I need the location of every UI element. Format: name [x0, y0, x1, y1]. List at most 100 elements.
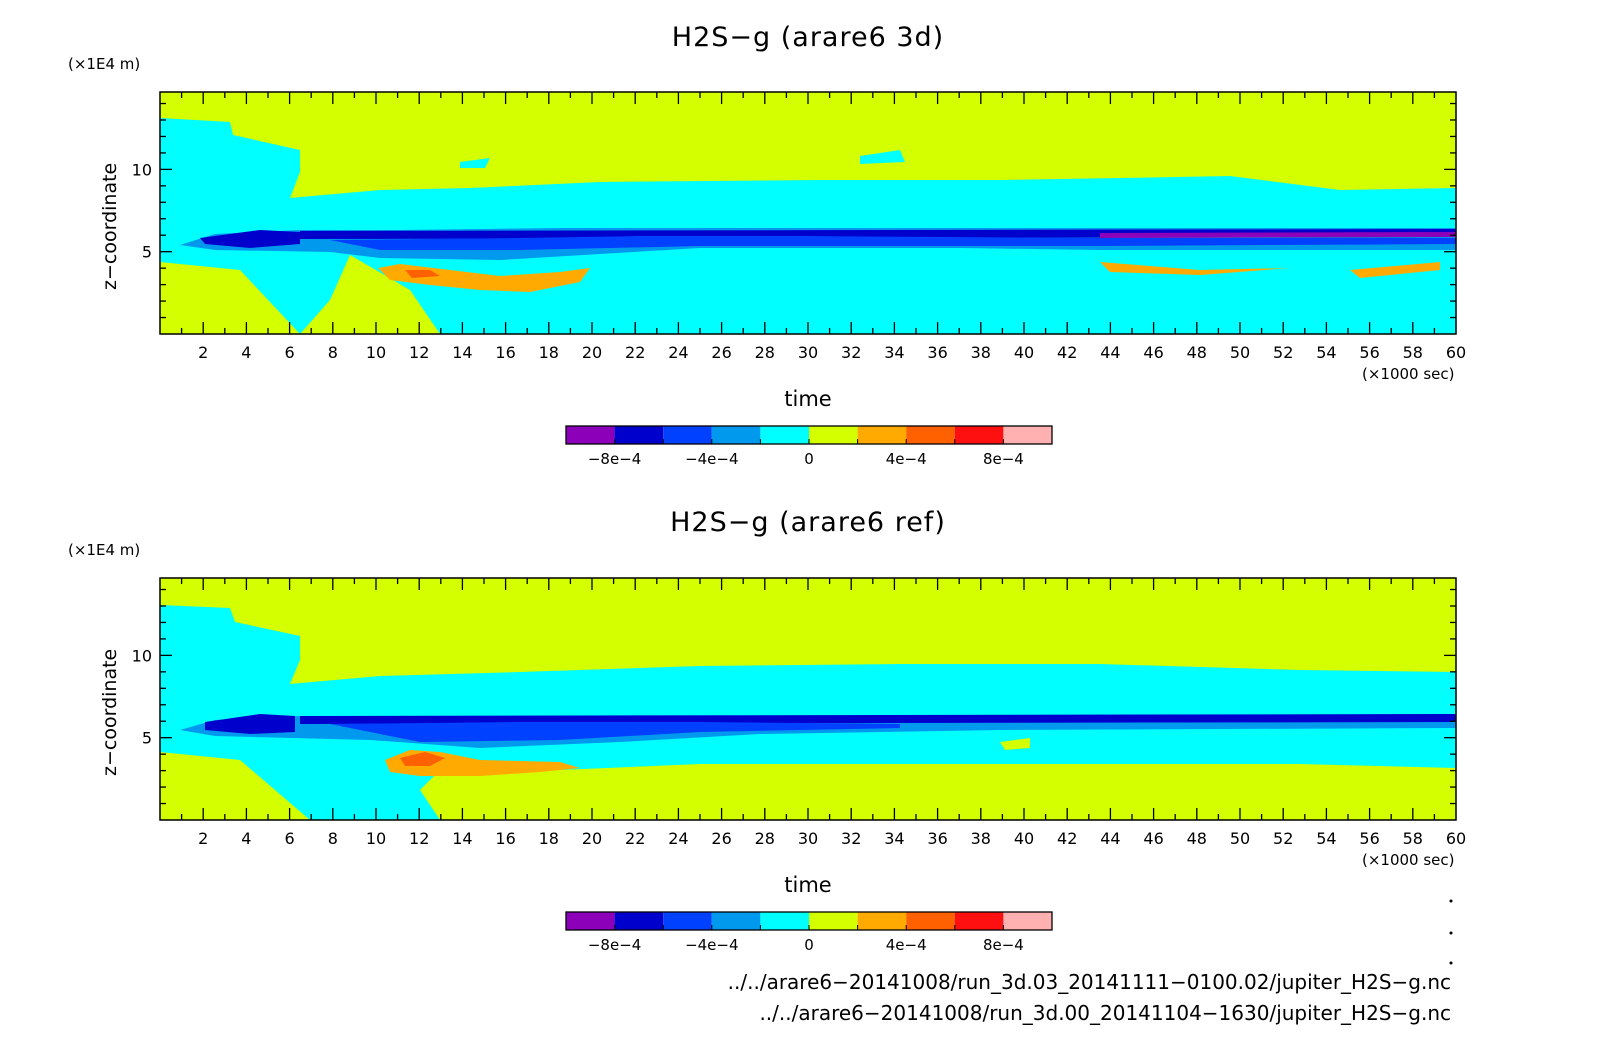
colorbar-swatch [760, 912, 809, 930]
panel-2-y-label: z−coordinate [99, 648, 121, 776]
x-tick-label: 46 [1143, 343, 1163, 362]
x-tick-label: 22 [625, 829, 645, 848]
panel-1-y-unit: (×1E4 m) [68, 55, 141, 73]
x-tick-label: 56 [1359, 829, 1379, 848]
y-tick-label: 10 [132, 160, 152, 179]
colorbar-tick-label: 0 [804, 450, 814, 468]
x-tick-label: 32 [841, 829, 861, 848]
colorbar-tick-label: 4e−4 [886, 936, 927, 954]
x-tick-label: 34 [884, 343, 904, 362]
panel-2-y-ticks: 5 10 [132, 588, 1456, 805]
x-tick-label: 4 [241, 829, 251, 848]
x-tick-label: 36 [927, 829, 947, 848]
colorbar-tick-label: −8e−4 [588, 936, 641, 954]
panel-1-y-label: z−coordinate [99, 162, 121, 290]
colorbar-swatch [614, 426, 664, 444]
panel-2-field [160, 578, 1456, 820]
colorbar-swatch [857, 912, 907, 930]
colorbar-swatch [954, 426, 1004, 444]
x-tick-label: 36 [927, 343, 947, 362]
colorbar-swatch [760, 426, 809, 444]
x-tick-label: 28 [755, 829, 775, 848]
x-tick-label: 2 [198, 829, 208, 848]
y-tick-label: 5 [142, 729, 152, 748]
x-tick-label: 58 [1403, 343, 1423, 362]
x-tick-label: 28 [755, 343, 775, 362]
colorbar-swatch [663, 912, 712, 930]
panel-2-x-label: time [784, 873, 832, 897]
x-tick-label: 26 [711, 829, 731, 848]
x-tick-label: 8 [328, 343, 338, 362]
colorbar-swatch [954, 912, 1004, 930]
x-tick-label: 16 [495, 829, 515, 848]
x-tick-label: 10 [366, 343, 386, 362]
x-tick-label: 10 [366, 829, 386, 848]
x-tick-label: 6 [285, 829, 295, 848]
panel-2-x-unit: (×1000 sec) [1362, 851, 1455, 869]
colorbar-tick-label: −4e−4 [685, 450, 738, 468]
panel-2-x-ticks: 2 4 6 8 10 12 14 16 18 20 22 24 26 28 30 32 34 36 38 40 42 44… [180, 578, 1466, 848]
colorbar-swatch [906, 912, 955, 930]
x-tick-label: 40 [1014, 343, 1034, 362]
x-tick-label: 52 [1273, 829, 1293, 848]
x-tick-label: 38 [971, 829, 991, 848]
colorbar-swatch [711, 912, 761, 930]
x-tick-label: 42 [1057, 343, 1077, 362]
x-tick-label: 54 [1316, 829, 1336, 848]
panel-1-x-unit: (×1000 sec) [1362, 365, 1455, 383]
x-tick-label: 14 [452, 829, 472, 848]
panel-1-y-ticks: 5 10 [132, 102, 1456, 319]
panel-1: 2 4 6 8 10 12 14 16 18 20 22 24 26 28 30 32 34 36 38 40 42 44… [132, 91, 1466, 468]
x-tick-label: 14 [452, 343, 472, 362]
colorbar-swatch [566, 426, 615, 444]
panel-1-x-label: time [784, 387, 832, 411]
panel-2-y-unit: (×1E4 m) [68, 541, 141, 559]
panel-2-title: H2S−g (arare6 ref) [670, 507, 946, 538]
x-tick-label: 46 [1143, 829, 1163, 848]
x-tick-label: 54 [1316, 343, 1336, 362]
x-tick-label: 48 [1187, 343, 1207, 362]
x-tick-label: 18 [539, 343, 559, 362]
colorbar-swatch [663, 426, 712, 444]
x-tick-label: 44 [1100, 829, 1120, 848]
footer-file-1: ../../arare6−20141008/run_3d.03_20141111… [727, 970, 1451, 994]
panel-1-field [160, 92, 1456, 334]
panel-2-colorbar: −8e−4 −4e−4 0 4e−4 8e−4 [565, 911, 1053, 954]
x-tick-label: 30 [798, 829, 818, 848]
x-tick-label: 12 [409, 829, 429, 848]
x-tick-label: 20 [582, 343, 602, 362]
x-tick-label: 16 [495, 343, 515, 362]
colorbar-tick-label: 4e−4 [886, 450, 927, 468]
x-tick-label: 20 [582, 829, 602, 848]
panel-2: 2 4 6 8 10 12 14 16 18 20 22 24 26 28 30 32 34 36 38 40 42 44… [132, 577, 1466, 954]
x-tick-label: 44 [1100, 343, 1120, 362]
x-tick-label: 50 [1230, 343, 1250, 362]
x-tick-label: 38 [971, 343, 991, 362]
x-tick-label: 8 [328, 829, 338, 848]
colorbar-swatch [1003, 912, 1052, 930]
colorbar-swatch [857, 426, 907, 444]
x-tick-label: 4 [241, 343, 251, 362]
x-tick-label: 60 [1446, 343, 1466, 362]
colorbar-tick-label: 8e−4 [983, 450, 1024, 468]
x-tick-label: 30 [798, 343, 818, 362]
panel-1-title: H2S−g (arare6 3d) [671, 22, 945, 53]
x-tick-label: 24 [668, 343, 688, 362]
x-tick-label: 12 [409, 343, 429, 362]
colorbar-swatch [906, 426, 955, 444]
x-tick-label: 2 [198, 343, 208, 362]
x-tick-label: 48 [1187, 829, 1207, 848]
y-tick-label: 10 [132, 646, 152, 665]
x-tick-label: 6 [285, 343, 295, 362]
footer-file-2: ../../arare6−20141008/run_3d.00_20141104… [759, 1001, 1451, 1025]
x-tick-label: 50 [1230, 829, 1250, 848]
colorbar-tick-label: 0 [804, 936, 814, 954]
x-tick-label: 58 [1403, 829, 1423, 848]
colorbar-tick-label: 8e−4 [983, 936, 1024, 954]
colorbar-tick-label: −4e−4 [685, 936, 738, 954]
colorbar-swatch [809, 912, 858, 930]
x-tick-label: 24 [668, 829, 688, 848]
x-tick-label: 26 [711, 343, 731, 362]
x-tick-label: 56 [1359, 343, 1379, 362]
x-tick-label: 40 [1014, 829, 1034, 848]
